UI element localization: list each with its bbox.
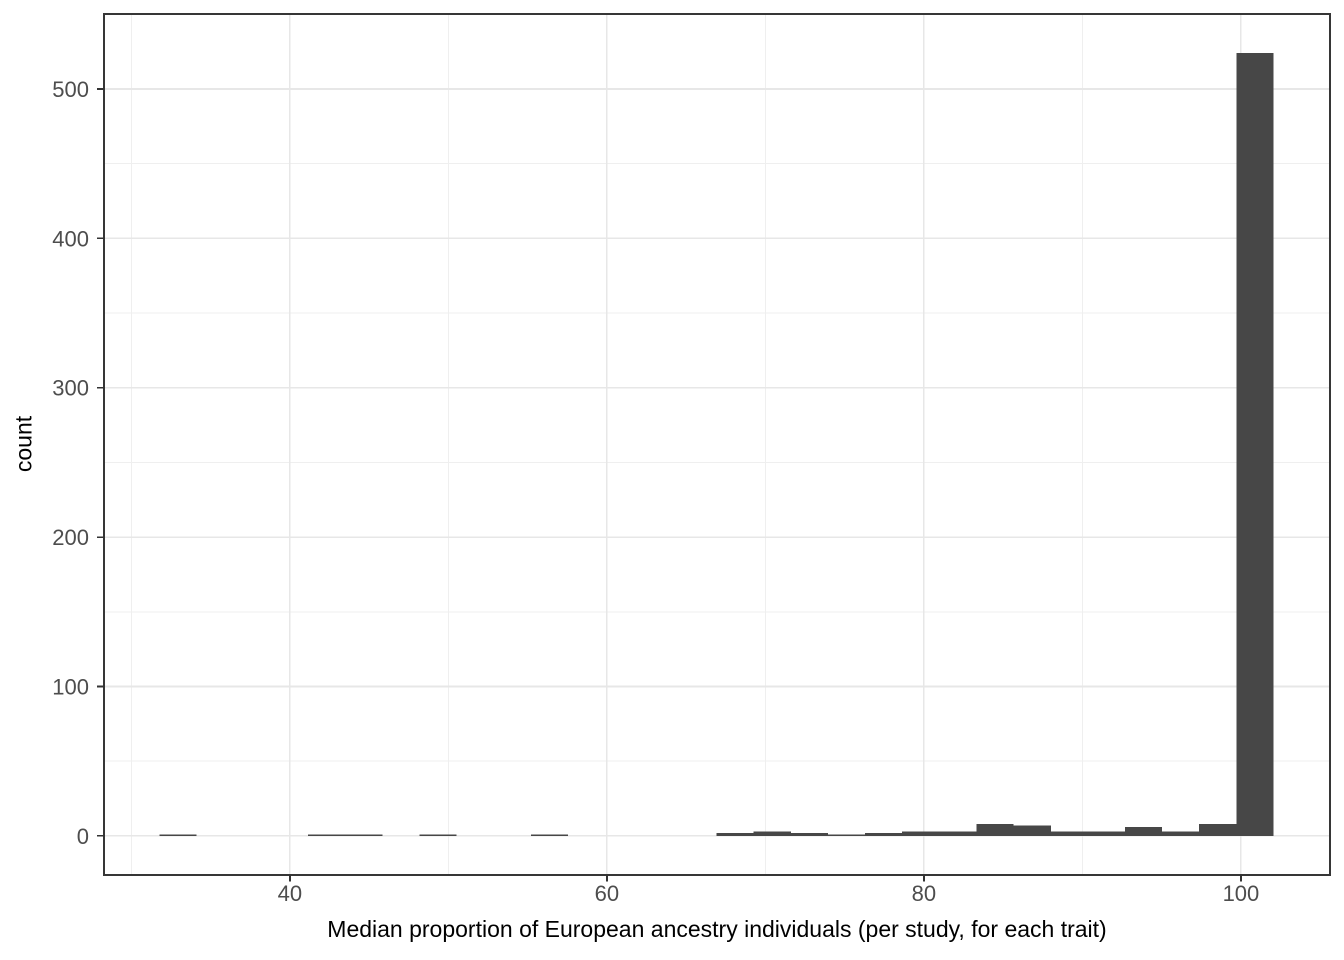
- x-axis-title: Median proportion of European ancestry i…: [327, 916, 1107, 942]
- x-axis-tick-label: 40: [278, 881, 302, 906]
- histogram-bar: [419, 834, 457, 836]
- histogram-bar: [345, 834, 383, 836]
- y-axis-title: count: [10, 415, 37, 473]
- histogram-bar: [1087, 831, 1125, 836]
- y-axis-tick-label: 300: [52, 376, 89, 401]
- histogram-bar: [902, 831, 940, 836]
- histogram-bar: [530, 834, 568, 836]
- histogram-bar: [790, 832, 828, 836]
- histogram-bar: [865, 832, 903, 836]
- histogram-bar: [827, 834, 866, 836]
- x-axis-tick-label: 80: [912, 881, 936, 906]
- panel-background: [104, 14, 1330, 875]
- y-axis-tick-label: 400: [52, 226, 89, 251]
- histogram-bar: [307, 834, 346, 836]
- histogram-bar: [1199, 823, 1237, 836]
- histogram-bar: [1013, 825, 1051, 836]
- x-axis-tick-label: 60: [595, 881, 619, 906]
- y-axis-tick-label: 100: [52, 674, 89, 699]
- histogram-bar: [159, 834, 197, 836]
- panel-border: [103, 13, 1331, 876]
- histogram-bar: [1162, 831, 1200, 836]
- x-axis-tick-label: 100: [1223, 881, 1260, 906]
- y-axis-tick-label: 200: [52, 525, 89, 550]
- y-axis-tick-label: 500: [52, 77, 89, 102]
- histogram-bar: [1125, 826, 1163, 836]
- histogram-bar: [753, 831, 791, 836]
- histogram-bar: [716, 832, 754, 836]
- histogram-bar: [939, 831, 977, 836]
- histogram-bar: [1050, 831, 1088, 836]
- y-axis-tick-label: 0: [77, 824, 89, 849]
- histogram-bar: [1236, 53, 1274, 836]
- histogram-bar: [976, 823, 1014, 836]
